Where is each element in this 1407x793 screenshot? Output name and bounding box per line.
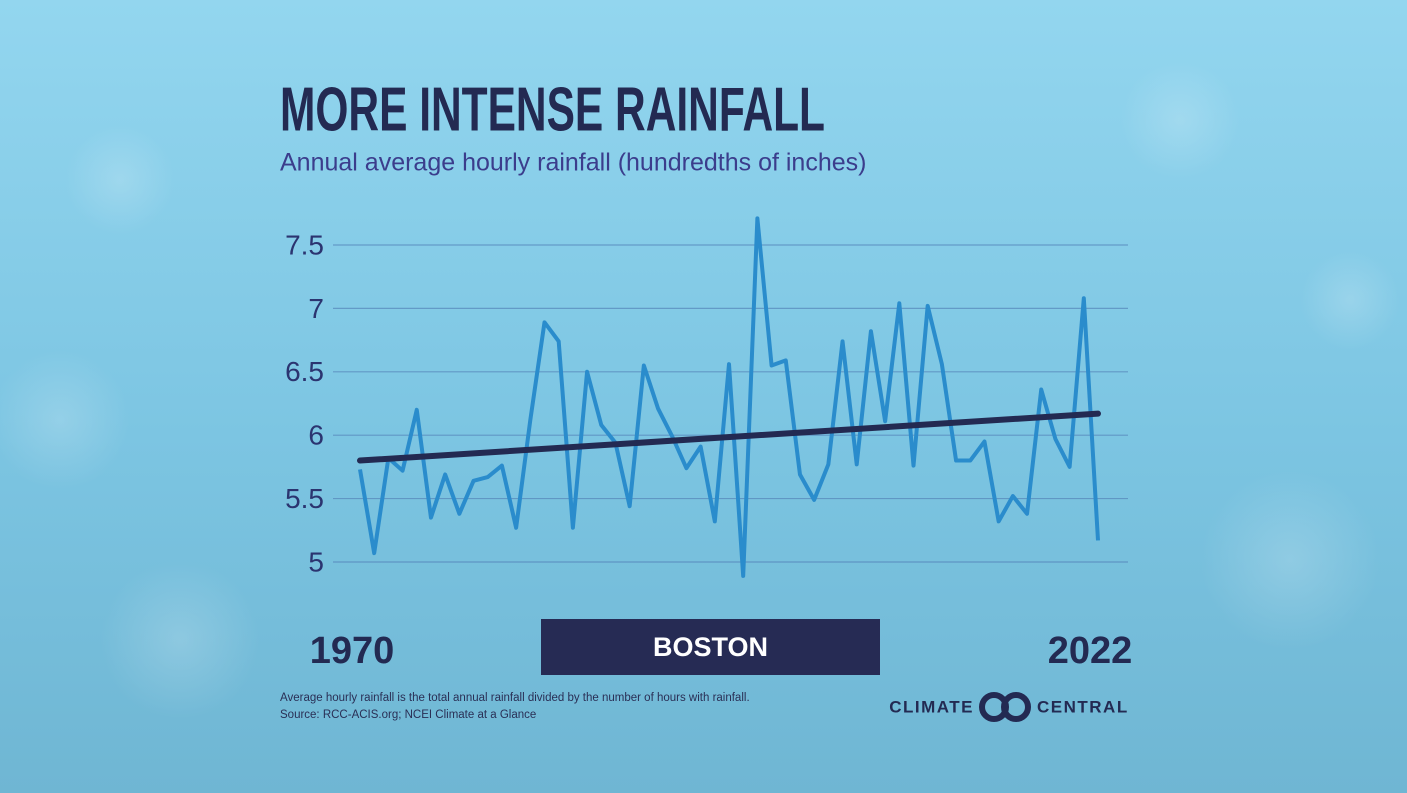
y-tick-label: 5.5	[285, 483, 324, 514]
footnote: Average hourly rainfall is the total ann…	[280, 692, 750, 704]
y-tick-label: 6	[308, 420, 324, 451]
location-label: BOSTON	[653, 632, 768, 662]
background-drops	[0, 60, 1400, 720]
x-tick-label: 2022	[1048, 630, 1133, 672]
logo-text: CLIMATE	[889, 697, 974, 716]
logo-icon	[979, 692, 1031, 722]
trend-line	[357, 410, 1101, 464]
data-line	[358, 216, 1100, 578]
x-tick-label: 1970	[310, 630, 395, 672]
location-box	[541, 619, 880, 675]
chart-subtitle: Annual average hourly rainfall (hundredt…	[280, 149, 866, 177]
logo-text: CENTRAL	[1037, 697, 1129, 716]
y-tick-label: 7.5	[285, 229, 324, 260]
y-tick-label: 6.5	[285, 356, 324, 387]
y-tick-label: 7	[308, 293, 324, 324]
footnote: Source: RCC-ACIS.org; NCEI Climate at a …	[280, 709, 536, 721]
chart-title: MORE INTENSE RAINFALL	[280, 75, 825, 144]
y-tick-label: 5	[308, 546, 324, 577]
